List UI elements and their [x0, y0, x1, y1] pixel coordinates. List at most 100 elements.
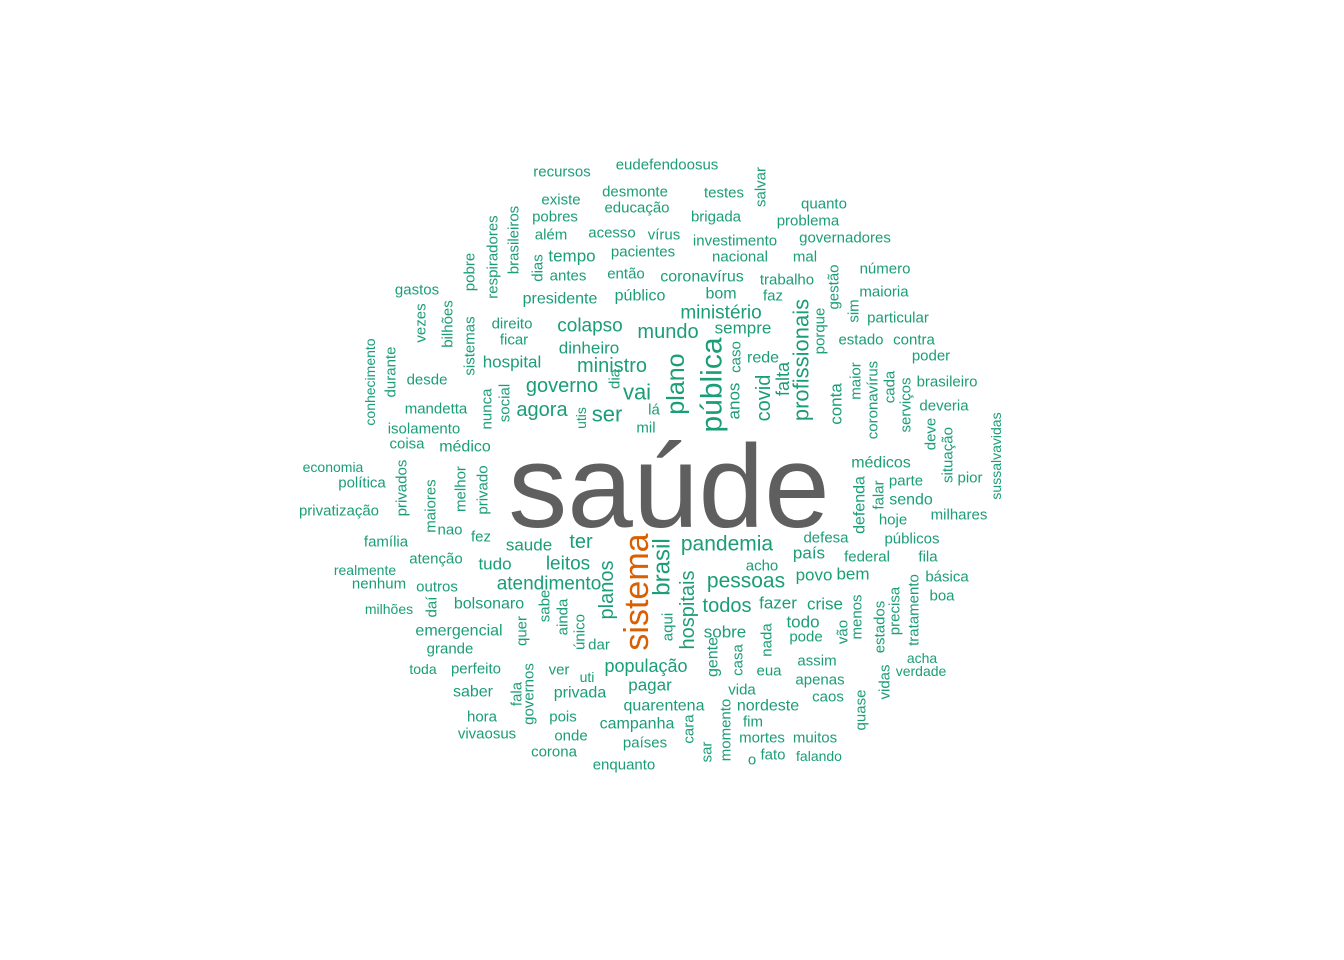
word-investimento: investimento: [693, 233, 777, 250]
word-medicos: médicos: [851, 455, 911, 472]
word-sendo: sendo: [889, 492, 933, 509]
word-privados: privados: [394, 460, 411, 517]
word-educacao: educação: [604, 200, 669, 217]
word-ministerio: ministério: [680, 303, 761, 324]
word-vezes: vezes: [413, 303, 430, 342]
word-poder: poder: [912, 348, 950, 365]
word-bom: bom: [705, 286, 736, 303]
word-sistema: sistema: [618, 533, 656, 650]
word-profissionais: profissionais: [789, 299, 814, 421]
word-politica: política: [338, 475, 386, 492]
word-direito: direito: [492, 316, 533, 333]
word-numero: número: [860, 261, 911, 278]
word-sabe: sabe: [537, 590, 554, 623]
word-paises: países: [623, 735, 667, 752]
word-mortes: mortes: [739, 730, 785, 747]
word-atencao: atenção: [409, 551, 462, 568]
word-tempo: tempo: [548, 247, 595, 266]
word-acha: acha: [907, 650, 938, 666]
word-quase: quase: [853, 690, 870, 731]
word-gestao: gestão: [826, 264, 843, 309]
word-falta: falta: [773, 361, 793, 396]
word-situacao: situação: [940, 427, 957, 483]
word-enquanto: enquanto: [593, 757, 656, 774]
word-particular: particular: [867, 310, 929, 327]
word-fila: fila: [918, 549, 938, 566]
word-publico: público: [615, 288, 666, 305]
word-milhares: milhares: [931, 507, 988, 524]
word-pode: pode: [789, 629, 822, 646]
word-estados: estados: [872, 601, 889, 654]
word-melhor: melhor: [453, 466, 470, 512]
word-planos: planos: [596, 561, 618, 620]
word-pacientes: pacientes: [611, 244, 675, 261]
word-saber: saber: [453, 684, 494, 701]
word-pessoas: pessoas: [707, 570, 785, 593]
word-trabalho: trabalho: [760, 272, 814, 289]
word-respiradores: respiradores: [485, 215, 502, 298]
word-estado: estado: [838, 332, 883, 349]
word-faz: faz: [763, 288, 783, 305]
word-nao: nao: [437, 522, 462, 539]
word-rede: rede: [747, 350, 779, 367]
word-privatizacao: privatização: [299, 503, 379, 520]
word-parte: parte: [889, 473, 923, 490]
word-publica: pública: [696, 337, 729, 432]
word-plano: plano: [662, 353, 690, 414]
word-sar: sar: [699, 742, 716, 763]
word-sim: sim: [846, 299, 863, 322]
word-saude: saúde: [508, 421, 830, 553]
word-apenas: apenas: [795, 672, 844, 689]
word-milhoes: milhões: [365, 601, 413, 617]
word-onde: onde: [554, 728, 587, 745]
word-fala: fala: [509, 681, 526, 706]
word-verdade: verdade: [896, 663, 947, 679]
word-familia: família: [364, 534, 409, 551]
word-crise: crise: [807, 595, 843, 614]
word-servicos: serviços: [898, 377, 915, 432]
word-entao: então: [607, 266, 645, 283]
word-quanto: quanto: [801, 196, 847, 213]
word-realmente: realmente: [334, 562, 396, 578]
word-conta: conta: [827, 383, 846, 425]
word-vida: vida: [728, 682, 756, 699]
word-governos: governos: [521, 663, 538, 725]
word-deveria: deveria: [919, 398, 969, 415]
word-brasileiro: brasileiro: [917, 374, 978, 391]
word-sussalvavidas: sussalvavidas: [988, 412, 1004, 499]
word-defenda: defenda: [852, 476, 869, 534]
word-menos: menos: [849, 594, 866, 639]
word-perfeito: perfeito: [451, 661, 501, 678]
word-eudefendoosus: eudefendoosus: [616, 157, 719, 174]
word-ministro: ministro: [577, 355, 647, 377]
word-governadores: governadores: [799, 230, 891, 247]
word-durante: durante: [383, 347, 400, 398]
word-dinheiro: dinheiro: [559, 339, 620, 358]
word-gastos: gastos: [395, 282, 439, 299]
word-desmonte: desmonte: [602, 184, 668, 201]
word-ficar: ficar: [500, 332, 528, 349]
word-isolamento: isolamento: [388, 421, 461, 438]
word-precisa: precisa: [887, 586, 904, 635]
word-pois: pois: [549, 709, 577, 726]
word-casa: casa: [730, 644, 747, 676]
word-bolsonaro: bolsonaro: [454, 596, 524, 613]
word-tudo: tudo: [478, 555, 511, 574]
word-federal: federal: [844, 549, 890, 566]
word-maiores: maiores: [423, 479, 440, 532]
word-brasil: brasil: [649, 538, 676, 595]
word-maioria: maioria: [859, 284, 909, 301]
word-muitos: muitos: [793, 730, 837, 747]
word-vivaosus: vivaosus: [458, 726, 516, 743]
word-deve: deve: [923, 418, 940, 451]
word-agora: agora: [516, 399, 568, 421]
word-mundo: mundo: [637, 321, 698, 343]
word-pagar: pagar: [628, 676, 672, 695]
word-sobre: sobre: [704, 623, 747, 642]
word-grande: grande: [427, 641, 474, 658]
word-hoje: hoje: [879, 512, 907, 529]
word-falando: falando: [796, 748, 842, 764]
word-colapso: colapso: [557, 316, 623, 337]
word-ainda: ainda: [555, 598, 572, 635]
